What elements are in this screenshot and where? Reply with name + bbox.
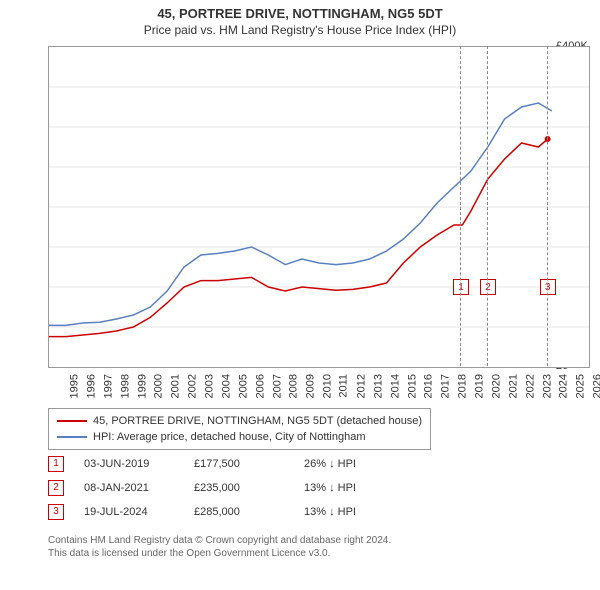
x-tick-label: 2011 bbox=[338, 374, 350, 398]
x-tick-label: 2005 bbox=[237, 374, 249, 398]
event-marker-icon: 1 bbox=[48, 456, 64, 472]
x-tick-label: 2026 bbox=[592, 374, 600, 398]
x-tick-label: 2006 bbox=[254, 374, 266, 398]
x-tick-label: 2000 bbox=[153, 374, 165, 398]
event-row: 1 03-JUN-2019 £177,500 26% ↓ HPI bbox=[48, 452, 394, 476]
chart-subtitle: Price paid vs. HM Land Registry's House … bbox=[0, 23, 600, 37]
x-tick-label: 1995 bbox=[68, 374, 80, 398]
series-line-hpi bbox=[49, 103, 552, 325]
event-marker-box: 3 bbox=[540, 279, 556, 295]
x-tick-label: 2014 bbox=[389, 374, 401, 398]
x-tick-label: 2008 bbox=[288, 374, 300, 398]
x-tick-label: 2001 bbox=[170, 374, 182, 398]
event-date: 08-JAN-2021 bbox=[84, 476, 174, 500]
event-vline bbox=[547, 46, 548, 366]
chart-title: 45, PORTREE DRIVE, NOTTINGHAM, NG5 5DT bbox=[0, 6, 600, 21]
chart-svg bbox=[49, 47, 589, 367]
x-tick-label: 2019 bbox=[473, 374, 485, 398]
footer-line: This data is licensed under the Open Gov… bbox=[48, 547, 391, 560]
x-tick-label: 2021 bbox=[507, 374, 519, 398]
x-tick-label: 2018 bbox=[457, 374, 469, 398]
event-delta: 13% ↓ HPI bbox=[304, 500, 394, 524]
x-tick-label: 2020 bbox=[490, 374, 502, 398]
x-tick-label: 2023 bbox=[541, 374, 553, 398]
x-tick-label: 2009 bbox=[305, 374, 317, 398]
x-tick-label: 2016 bbox=[423, 374, 435, 398]
x-tick-label: 2003 bbox=[203, 374, 215, 398]
event-marker-box: 1 bbox=[453, 279, 469, 295]
event-price: £177,500 bbox=[194, 452, 284, 476]
event-vline bbox=[460, 46, 461, 366]
x-tick-label: 1997 bbox=[102, 374, 114, 398]
x-tick-label: 2010 bbox=[322, 374, 334, 398]
footer-attribution: Contains HM Land Registry data © Crown c… bbox=[48, 534, 391, 560]
event-row: 3 19-JUL-2024 £285,000 13% ↓ HPI bbox=[48, 500, 394, 524]
event-date: 19-JUL-2024 bbox=[84, 500, 174, 524]
event-marker-icon: 2 bbox=[48, 480, 64, 496]
event-price: £235,000 bbox=[194, 476, 284, 500]
event-date: 03-JUN-2019 bbox=[84, 452, 174, 476]
x-tick-label: 2025 bbox=[575, 374, 587, 398]
plot-area: 12 3 bbox=[48, 46, 590, 368]
event-delta: 26% ↓ HPI bbox=[304, 452, 394, 476]
x-tick-label: 2002 bbox=[187, 374, 199, 398]
x-tick-label: 1996 bbox=[85, 374, 97, 398]
x-tick-label: 1998 bbox=[119, 374, 131, 398]
legend: 45, PORTREE DRIVE, NOTTINGHAM, NG5 5DT (… bbox=[48, 408, 431, 450]
event-marker-icon: 3 bbox=[48, 504, 64, 520]
x-tick-label: 2004 bbox=[220, 374, 232, 398]
x-tick-label: 2012 bbox=[355, 374, 367, 398]
legend-swatch bbox=[57, 420, 87, 422]
legend-label: 45, PORTREE DRIVE, NOTTINGHAM, NG5 5DT (… bbox=[93, 413, 422, 429]
event-marker-box: 2 bbox=[480, 279, 496, 295]
footer-line: Contains HM Land Registry data © Crown c… bbox=[48, 534, 391, 547]
event-vline bbox=[487, 46, 488, 366]
legend-item: 45, PORTREE DRIVE, NOTTINGHAM, NG5 5DT (… bbox=[57, 413, 422, 429]
event-price: £285,000 bbox=[194, 500, 284, 524]
legend-swatch bbox=[57, 436, 87, 438]
event-row: 2 08-JAN-2021 £235,000 13% ↓ HPI bbox=[48, 476, 394, 500]
legend-item: HPI: Average price, detached house, City… bbox=[57, 429, 422, 445]
x-tick-label: 2022 bbox=[524, 374, 536, 398]
legend-label: HPI: Average price, detached house, City… bbox=[93, 429, 366, 445]
x-tick-label: 2015 bbox=[406, 374, 418, 398]
figure: { "title_line1": "45, PORTREE DRIVE, NOT… bbox=[0, 0, 600, 590]
x-tick-label: 1999 bbox=[136, 374, 148, 398]
x-tick-label: 2007 bbox=[271, 374, 283, 398]
x-tick-label: 2024 bbox=[558, 374, 570, 398]
x-tick-label: 2013 bbox=[372, 374, 384, 398]
x-tick-label: 2017 bbox=[440, 374, 452, 398]
event-table: 1 03-JUN-2019 £177,500 26% ↓ HPI 2 08-JAN-202… bbox=[48, 452, 394, 524]
event-delta: 13% ↓ HPI bbox=[304, 476, 394, 500]
